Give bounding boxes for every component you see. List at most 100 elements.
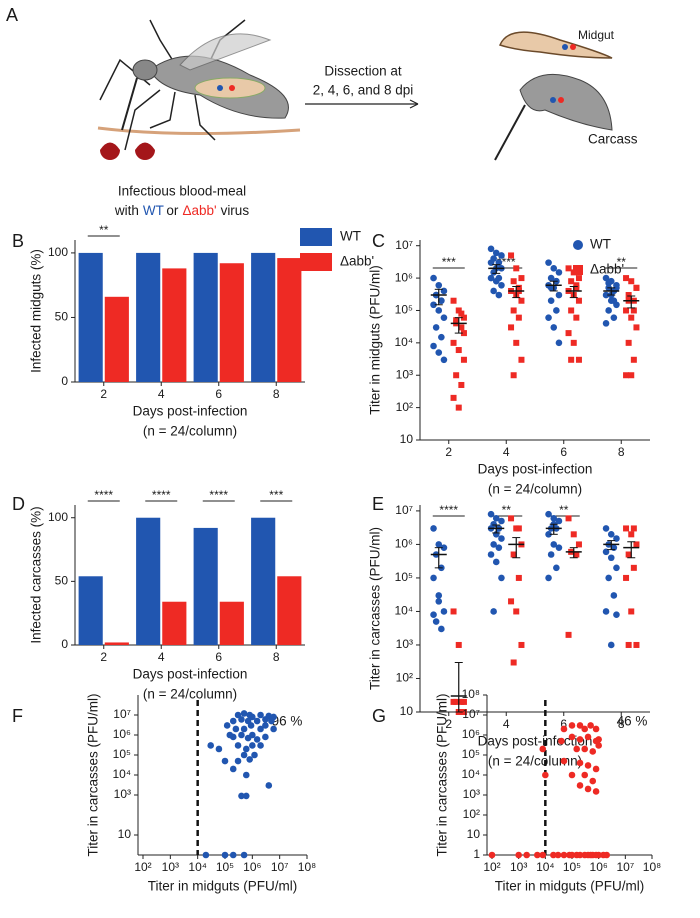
data-point xyxy=(508,598,515,605)
data-point xyxy=(555,544,563,551)
data-point xyxy=(450,698,457,705)
x-axis-note: (n = 24/column) xyxy=(143,424,237,439)
data-point xyxy=(238,731,245,739)
data-point xyxy=(568,356,575,363)
panel-label: D xyxy=(12,494,25,514)
bar xyxy=(136,252,161,382)
y-tick-label: 10⁴ xyxy=(461,767,480,781)
y-tick-label: 10 xyxy=(467,827,481,841)
data-point xyxy=(249,742,256,749)
data-point xyxy=(568,771,576,779)
data-point xyxy=(458,310,465,317)
data-point xyxy=(513,339,520,346)
data-point xyxy=(547,284,555,292)
x-tick-label: 10⁶ xyxy=(590,860,608,874)
caption-part: with xyxy=(114,203,139,218)
data-point xyxy=(623,525,630,532)
data-point xyxy=(455,641,462,648)
data-point xyxy=(581,725,589,733)
data-point xyxy=(435,541,443,548)
data-point xyxy=(595,851,602,859)
data-point xyxy=(595,736,602,743)
data-point xyxy=(510,551,517,558)
data-point xyxy=(240,851,248,859)
data-point xyxy=(460,330,467,337)
bar xyxy=(104,642,129,645)
x-tick-label: 4 xyxy=(503,717,510,731)
data-point xyxy=(515,525,522,532)
legend-label: WT xyxy=(340,229,361,244)
y-tick-label: 10² xyxy=(396,671,413,685)
data-point xyxy=(628,608,635,615)
x-axis-title: Days post-infection xyxy=(133,667,248,682)
data-point xyxy=(628,314,635,321)
data-point xyxy=(553,307,560,314)
data-point xyxy=(575,297,582,304)
data-point xyxy=(613,564,620,572)
data-point xyxy=(602,548,610,556)
data-point xyxy=(440,608,448,615)
data-point xyxy=(576,782,584,789)
data-point xyxy=(490,608,497,615)
data-point xyxy=(550,515,558,522)
data-point xyxy=(602,274,610,282)
data-point xyxy=(565,265,572,272)
data-point xyxy=(453,317,460,324)
y-tick-label: 1 xyxy=(473,847,480,861)
data-point xyxy=(460,314,467,321)
y-tick-label: 10⁵ xyxy=(113,747,131,761)
panel-label: E xyxy=(372,494,384,514)
y-tick-label: 10 xyxy=(400,704,414,718)
data-point xyxy=(570,531,577,538)
midgut-label: Midgut xyxy=(578,28,615,42)
y-tick-label: 10⁸ xyxy=(462,687,480,701)
data-point xyxy=(602,525,610,532)
data-point xyxy=(565,631,572,638)
data-point xyxy=(440,314,448,321)
data-point xyxy=(240,725,248,733)
data-point xyxy=(432,618,440,625)
panel-a: A Infectious blood-meal with WT or Δabb' vir… xyxy=(6,5,638,218)
data-point xyxy=(568,307,575,314)
data-point xyxy=(592,765,600,773)
data-point xyxy=(542,771,549,779)
panel-label: G xyxy=(372,706,386,726)
data-point xyxy=(270,725,277,733)
panel-label: C xyxy=(372,231,385,251)
data-point xyxy=(595,742,602,749)
data-point xyxy=(605,307,612,314)
data-point xyxy=(633,541,640,548)
x-axis-title: Titer in midguts (PFU/ml) xyxy=(495,879,645,894)
data-point xyxy=(576,851,584,859)
significance-label: ** xyxy=(559,503,569,517)
data-point xyxy=(492,558,500,566)
data-point xyxy=(570,339,577,346)
data-point xyxy=(576,722,584,729)
panel-label: B xyxy=(12,231,24,251)
midgut xyxy=(498,31,613,59)
data-point xyxy=(246,756,253,763)
wing xyxy=(179,33,272,71)
data-point xyxy=(492,249,500,257)
data-point xyxy=(613,611,620,618)
data-point xyxy=(510,659,517,666)
data-point xyxy=(240,751,248,759)
bar xyxy=(104,296,129,382)
y-tick-label: 10⁴ xyxy=(394,604,413,618)
y-tick-label: 10⁵ xyxy=(462,747,480,761)
x-tick-label: 10⁸ xyxy=(298,860,316,874)
data-point xyxy=(630,525,637,532)
data-point xyxy=(229,717,237,725)
y-tick-label: 100 xyxy=(48,245,68,259)
y-axis-title: Titer in midguts (PFU/ml) xyxy=(368,265,383,415)
bar xyxy=(219,601,244,645)
y-tick-label: 10⁷ xyxy=(395,503,413,517)
data-point xyxy=(545,574,552,582)
y-tick-label: 10 xyxy=(118,827,132,841)
data-point xyxy=(229,765,237,773)
data-point xyxy=(573,284,580,291)
data-point xyxy=(607,531,615,538)
mosquito-head xyxy=(132,59,158,81)
data-point xyxy=(430,274,437,282)
